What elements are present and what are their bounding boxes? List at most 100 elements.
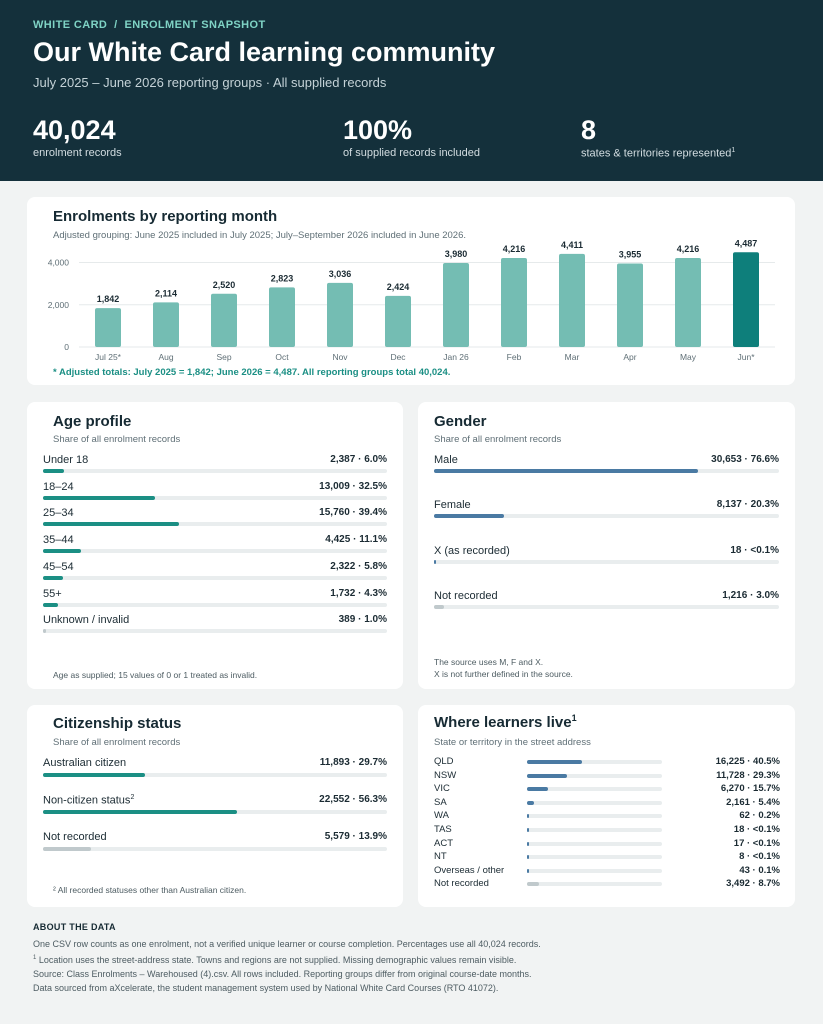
share-track bbox=[434, 469, 779, 473]
share-fill bbox=[434, 559, 436, 564]
row-value: 2,387 · 6.0% bbox=[330, 454, 387, 465]
geo-row: QLD 16,225 · 40.5% bbox=[434, 756, 780, 769]
row-value: 1,732 · 4.3% bbox=[330, 587, 387, 599]
bar bbox=[211, 293, 237, 347]
geo-row: TAS 18 · <0.1% bbox=[434, 824, 780, 837]
citizenship-row: Non-citizen status2 22,552 · 56.3% bbox=[43, 794, 387, 816]
share-track bbox=[527, 841, 662, 846]
geography-card: Where learners live1 State or territory … bbox=[418, 705, 795, 907]
bar-value-label: 3,036 bbox=[329, 269, 352, 279]
card-title: Citizenship status bbox=[53, 715, 182, 732]
about-the-data: ABOUT THE DATA One CSV row counts as one… bbox=[33, 922, 793, 995]
share-track bbox=[43, 495, 387, 500]
share-fill bbox=[527, 828, 529, 832]
bar bbox=[617, 263, 643, 347]
row-label: X (as recorded) bbox=[434, 544, 510, 557]
row-label: Not recorded bbox=[43, 831, 107, 843]
share-track bbox=[43, 629, 387, 634]
row-value: 62 · 0.2% bbox=[739, 810, 780, 822]
x-tick-label: Jul 25* bbox=[95, 352, 122, 362]
gender-row: X (as recorded) 18 · <0.1% bbox=[434, 545, 779, 566]
footnote-marker: 1 bbox=[731, 147, 736, 154]
stat-value: 100% bbox=[343, 115, 413, 145]
chart-note: * Adjusted totals: July 2025 = 1,842; Ju… bbox=[53, 367, 451, 378]
bar-value-label: 2,424 bbox=[387, 282, 410, 292]
share-fill bbox=[43, 575, 63, 580]
x-tick-label: Sep bbox=[216, 352, 231, 362]
gender-row: Male 30,653 · 76.6% bbox=[434, 454, 779, 475]
row-value: 389 · 1.0% bbox=[338, 614, 387, 626]
share-fill bbox=[43, 629, 47, 634]
age-card: Age profile Share of all enrolment recor… bbox=[27, 402, 403, 689]
geo-row: SA 2,161 · 5.4% bbox=[434, 797, 780, 810]
row-value: 3,492 · 8.7% bbox=[726, 878, 780, 890]
stat-label: states & territories represented1 bbox=[581, 147, 736, 160]
row-value: 18 · <0.1% bbox=[730, 544, 779, 556]
share-track bbox=[43, 602, 387, 607]
breadcrumb: WHITE CARD / ENROLMENT SNAPSHOT bbox=[33, 19, 266, 31]
bar bbox=[501, 257, 527, 347]
row-label: Female bbox=[434, 499, 471, 512]
row-label: Not recorded bbox=[434, 878, 489, 890]
bar-value-label: 3,955 bbox=[619, 250, 642, 260]
bar-value-label: 3,980 bbox=[445, 249, 468, 259]
row-label: SA bbox=[434, 796, 447, 808]
bar-value-label: 1,842 bbox=[97, 294, 120, 304]
share-track bbox=[527, 760, 662, 764]
row-value: 30,653 · 76.6% bbox=[711, 454, 779, 465]
card-subtitle: State or territory in the street address bbox=[434, 737, 591, 748]
share-fill bbox=[527, 868, 529, 873]
share-fill bbox=[527, 787, 549, 792]
share-fill bbox=[527, 773, 567, 778]
share-fill bbox=[43, 773, 146, 777]
geo-row: VIC 6,270 · 15.7% bbox=[434, 783, 780, 796]
footnote-marker: 2 bbox=[130, 794, 135, 801]
card-title: Age profile bbox=[53, 413, 132, 430]
share-fill bbox=[527, 841, 529, 846]
gender-row: Not recorded 1,216 · 3.0% bbox=[434, 590, 779, 611]
row-value: 2,161 · 5.4% bbox=[726, 796, 780, 808]
share-track bbox=[434, 514, 779, 519]
bar bbox=[95, 308, 121, 347]
row-label: 35–44 bbox=[43, 534, 74, 547]
x-tick-label: Jan 26 bbox=[443, 352, 469, 362]
y-tick-label: 4,000 bbox=[48, 258, 70, 268]
share-track bbox=[527, 814, 662, 819]
row-label: Unknown / invalid bbox=[43, 614, 130, 627]
geo-row: NSW 11,728 · 29.3% bbox=[434, 770, 780, 783]
gender-card: Gender Share of all enrolment records Th… bbox=[418, 402, 795, 689]
about-line: 1 Location uses the street-address state… bbox=[33, 955, 517, 965]
row-label: Non-citizen status2 bbox=[43, 794, 135, 807]
bar-value-label: 2,114 bbox=[155, 288, 177, 298]
x-tick-label: Apr bbox=[623, 352, 636, 362]
card-footnote: Age as supplied; 15 values of 0 or 1 tre… bbox=[53, 670, 258, 680]
share-fill bbox=[527, 760, 582, 764]
stat-label: of supplied records included bbox=[343, 147, 480, 159]
bar-value-label: 4,487 bbox=[735, 238, 758, 248]
stat-value: 40,024 bbox=[33, 115, 116, 145]
share-track bbox=[43, 549, 387, 554]
bar bbox=[675, 257, 701, 347]
row-label: VIC bbox=[434, 783, 450, 795]
x-tick-label: Nov bbox=[332, 352, 348, 362]
share-track bbox=[527, 828, 662, 832]
share-track bbox=[527, 882, 662, 887]
row-value: 22,552 · 56.3% bbox=[319, 794, 387, 805]
row-label: Overseas / other bbox=[434, 864, 505, 876]
row-label: 25–34 bbox=[43, 507, 74, 520]
row-value: 11,728 · 29.3% bbox=[716, 769, 780, 781]
share-track bbox=[527, 773, 662, 778]
about-line: One CSV row counts as one enrolment, not… bbox=[33, 939, 541, 949]
about-line: Source: Class Enrolments – Warehoused (4… bbox=[33, 969, 532, 979]
x-tick-label: Oct bbox=[275, 352, 289, 362]
share-fill bbox=[527, 800, 535, 805]
stat-states: 8 states & territories represented1 bbox=[581, 114, 735, 160]
share-fill bbox=[43, 810, 237, 814]
share-fill bbox=[527, 882, 539, 887]
row-label: 18–24 bbox=[43, 480, 74, 493]
page-header: WHITE CARD / ENROLMENT SNAPSHOT Our Whit… bbox=[0, 0, 823, 181]
row-value: 8,137 · 20.3% bbox=[716, 499, 779, 511]
share-fill bbox=[43, 847, 91, 851]
row-value: 17 · <0.1% bbox=[733, 837, 780, 849]
geo-row: NT 8 · <0.1% bbox=[434, 851, 780, 864]
